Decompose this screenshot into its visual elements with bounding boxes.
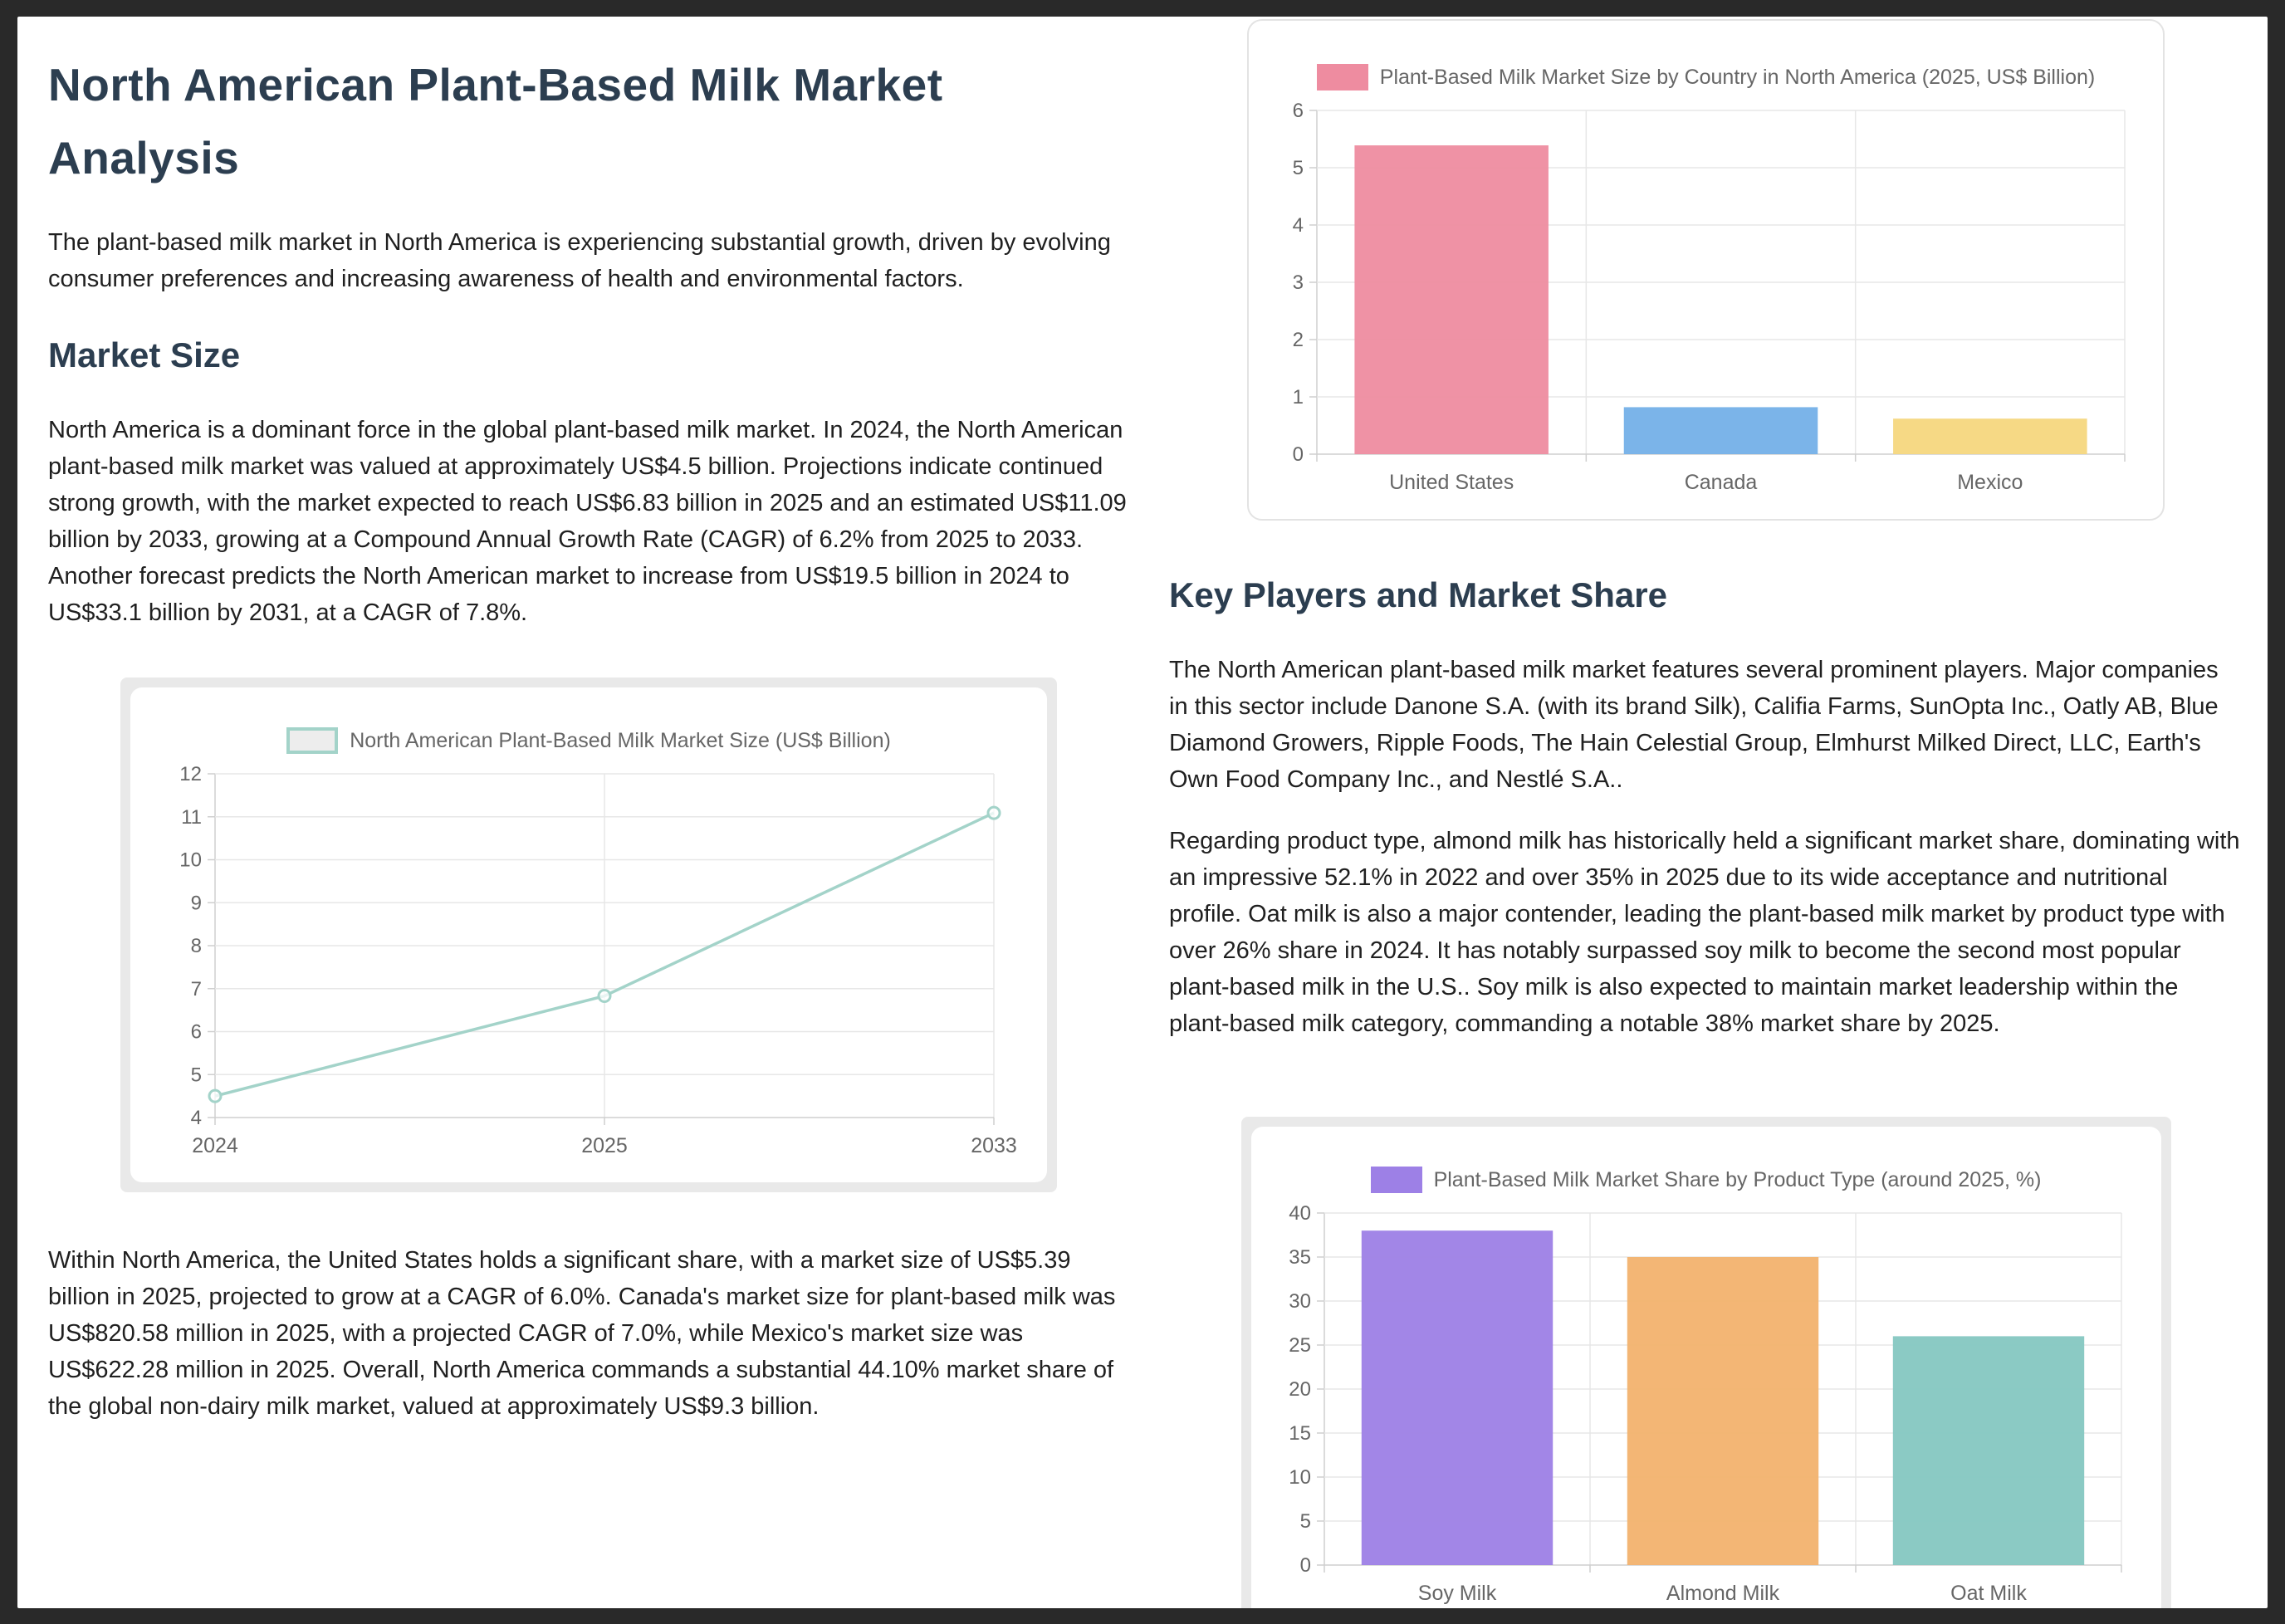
product-share-chart-frame: Plant-Based Milk Market Share by Product… [1240, 1117, 2171, 1608]
section-heading-key-players: Key Players and Market Share [1169, 575, 1667, 614]
svg-text:25: 25 [1289, 1334, 1311, 1357]
svg-text:5: 5 [1293, 157, 1304, 179]
svg-text:5: 5 [191, 1064, 202, 1086]
content-card: North American Plant-Based Milk Market A… [17, 17, 2268, 1608]
svg-text:12: 12 [179, 763, 202, 785]
svg-text:9: 9 [191, 892, 202, 914]
svg-text:0: 0 [1299, 1554, 1310, 1577]
product-share-bar-chart: Plant-Based Milk Market Share by Product… [1250, 1127, 2161, 1608]
market-size-paragraph-2: Within North America, the United States … [48, 1247, 1116, 1420]
line-legend-label: North American Plant-Based Milk Market S… [350, 728, 891, 752]
country-bar-plot: 0 1 2 3 4 5 6 United States Canada Mexico [1293, 100, 2126, 494]
svg-text:35: 35 [1289, 1246, 1311, 1269]
svg-text:10: 10 [179, 849, 202, 872]
svg-text:11: 11 [181, 806, 202, 829]
svg-text:2025: 2025 [581, 1134, 628, 1157]
country-legend-label: Plant-Based Milk Market Size by Country … [1379, 65, 2096, 89]
legend-country-bar[interactable]: Plant-Based Milk Market Size by Country … [1269, 64, 2143, 90]
key-players-paragraph-2: Regarding product type, almond milk has … [1169, 828, 2240, 1037]
country-legend-swatch-icon [1316, 64, 1368, 90]
svg-text:Canada: Canada [1685, 471, 1758, 494]
left-column: North American Plant-Based Milk Market A… [48, 17, 1129, 1608]
page-title: North American Plant-Based Milk Market A… [48, 59, 943, 183]
svg-text:30: 30 [1289, 1290, 1311, 1313]
market-size-line-plot: 4 5 6 7 8 9 10 11 12 2024 2025 2033 [179, 763, 1017, 1157]
market-size-line-chart: North American Plant-Based Milk Market S… [130, 687, 1047, 1182]
product-legend-swatch-icon [1370, 1167, 1422, 1193]
svg-text:Oat Milk: Oat Milk [1950, 1582, 2027, 1605]
legend-product-share[interactable]: Plant-Based Milk Market Share by Product… [1271, 1167, 2141, 1193]
legend-market-size-line[interactable]: North American Plant-Based Milk Market S… [150, 727, 1027, 754]
svg-text:0: 0 [1293, 443, 1304, 466]
svg-text:Soy Milk: Soy Milk [1417, 1582, 1496, 1605]
svg-text:40: 40 [1289, 1202, 1311, 1225]
svg-text:Almond Milk: Almond Milk [1666, 1582, 1779, 1605]
svg-text:4: 4 [1293, 214, 1304, 237]
line-legend-swatch-icon [286, 727, 339, 754]
svg-text:7: 7 [191, 978, 202, 1000]
svg-text:5: 5 [1299, 1510, 1310, 1533]
svg-text:8: 8 [191, 935, 202, 957]
svg-text:4: 4 [191, 1107, 202, 1129]
market-size-paragraph-1: North America is a dominant force in the… [48, 417, 1127, 626]
svg-text:3: 3 [1293, 271, 1304, 294]
svg-text:15: 15 [1289, 1422, 1311, 1445]
svg-text:6: 6 [191, 1021, 202, 1044]
svg-text:United States: United States [1389, 471, 1514, 494]
svg-text:2033: 2033 [971, 1134, 1017, 1157]
section-heading-market-size: Market Size [48, 335, 241, 374]
key-players-paragraph-1: The North American plant-based milk mark… [1169, 657, 2219, 793]
svg-text:2024: 2024 [192, 1134, 238, 1157]
svg-text:2: 2 [1293, 329, 1304, 351]
svg-text:Mexico: Mexico [1957, 471, 2023, 494]
product-share-bar-plot: 0 5 10 15 20 25 30 35 40 Soy Milk Almond Milk Oat M… [1289, 1202, 2122, 1605]
country-bar-chart: Plant-Based Milk Market Size by Country … [1247, 19, 2165, 521]
svg-text:10: 10 [1289, 1466, 1311, 1489]
market-size-line-chart-frame: North American Plant-Based Milk Market S… [120, 677, 1057, 1192]
product-legend-label: Plant-Based Milk Market Share by Product… [1433, 1167, 2042, 1191]
svg-text:20: 20 [1289, 1378, 1311, 1401]
right-column: Plant-Based Milk Market Size by Country … [1169, 17, 2243, 1608]
svg-text:1: 1 [1293, 386, 1304, 408]
svg-text:6: 6 [1293, 100, 1304, 122]
intro-paragraph: The plant-based milk market in North Ame… [48, 229, 1111, 292]
